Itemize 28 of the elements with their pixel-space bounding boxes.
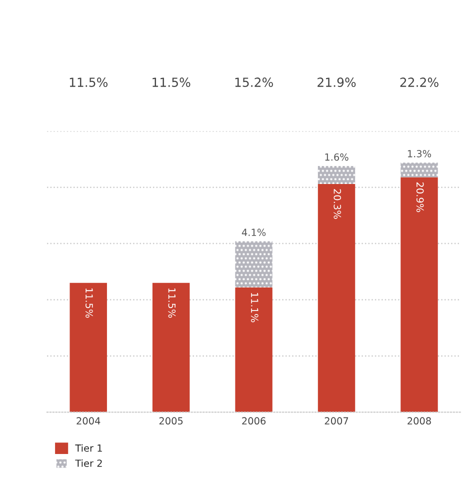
bar — [318, 166, 356, 184]
x-tick-label: 2005 — [159, 417, 183, 425]
bar — [152, 282, 190, 412]
bar — [400, 162, 438, 178]
bar — [235, 287, 272, 412]
text: 11.5% — [152, 78, 190, 87]
data-label: 20.9% — [416, 182, 424, 212]
text: 21.9% — [318, 78, 356, 87]
text: 15.2% — [235, 78, 273, 87]
x-tick-label: 2004 — [76, 417, 100, 425]
data-label: 1.6% — [325, 153, 348, 161]
data-label: 1.3% — [408, 150, 432, 158]
legend-label: Tier 1 — [75, 444, 102, 452]
x-tick-label: 2008 — [408, 417, 431, 425]
text: 22.2% — [400, 78, 438, 87]
data-label: 20.3% — [334, 189, 342, 219]
bar — [70, 282, 107, 412]
data-label: 4.1% — [242, 228, 266, 236]
bar — [318, 184, 356, 412]
text: 11.5% — [70, 78, 108, 87]
bar — [400, 177, 438, 412]
bar — [235, 241, 272, 288]
data-label: 11.1% — [250, 292, 258, 322]
data-label: 11.5% — [86, 288, 93, 318]
x-tick-label: 2006 — [242, 417, 266, 425]
legend-label: Tier 2 — [75, 459, 102, 467]
x-tick-label: 2007 — [324, 417, 348, 425]
data-label: 11.5% — [168, 288, 176, 318]
